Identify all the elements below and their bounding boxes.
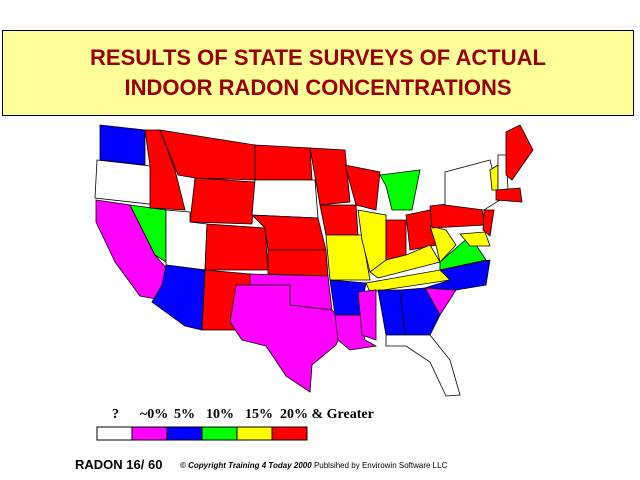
state [459,231,491,247]
legend-label: ~0% [140,407,168,422]
state [429,225,457,263]
legend-swatch [96,426,133,441]
legend-label: 15% [245,407,273,422]
state [204,223,269,271]
state [325,234,371,281]
title-line: RESULTS OF STATE SURVEYS OF ACTUAL [90,45,546,70]
state [344,164,381,211]
title-line: INDOOR RADON CONCENTRATIONS [124,75,512,100]
publisher: Publsihed by Envirowin Software LLC [313,461,448,470]
state [251,179,319,219]
legend-swatch [166,426,203,441]
legend: ? ~0% 5% 10% 15% 20% & Greater [96,407,374,441]
slide-number: RADON 16/ 60 [75,457,163,472]
state [189,177,256,225]
state [424,259,491,291]
state [309,147,351,206]
state [159,129,256,181]
legend-swatch [236,426,273,441]
title-box: RESULTS OF STATE SURVEYS OF ACTUAL INDOO… [2,30,634,116]
legend-label: ? [112,407,119,422]
legend-label: 20% & Greater [280,407,374,422]
state [385,334,461,397]
state [379,169,421,211]
state [385,219,407,261]
legend-label: 5% [174,407,195,422]
legend-swatch [131,426,168,441]
state [495,187,523,203]
state [357,289,377,341]
legend-label: 10% [206,407,234,422]
state [444,159,501,211]
state [267,249,329,277]
copyright-text: © Copyright Training 4 Today 2000 [180,461,312,470]
legend-swatch [271,426,308,441]
state [94,159,159,206]
state [254,144,313,181]
state [99,124,146,166]
state [229,284,346,393]
legend-swatch [201,426,238,441]
states [94,124,534,397]
copyright: © Copyright Training 4 Today 2000 Publsi… [180,461,447,470]
state [319,204,359,236]
state [505,124,534,181]
state [369,244,441,279]
state [399,287,441,336]
state [482,209,495,237]
